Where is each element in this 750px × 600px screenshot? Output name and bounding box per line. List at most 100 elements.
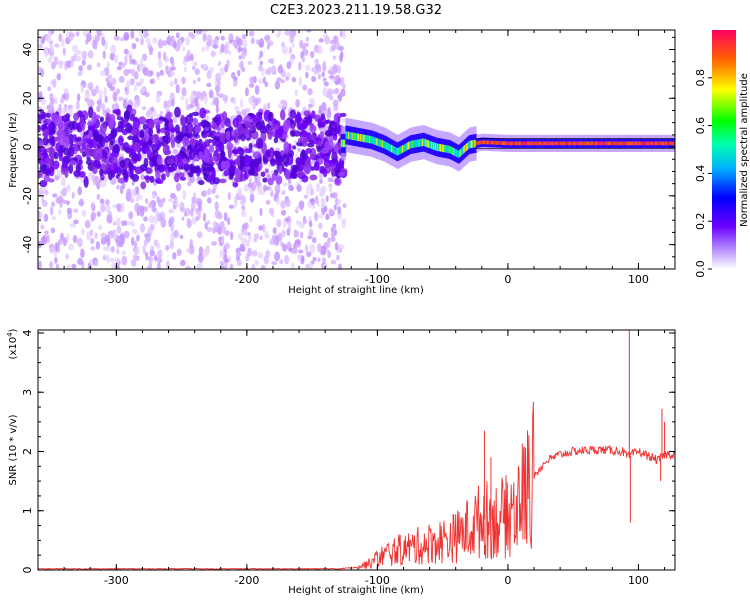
ridge-core bbox=[380, 139, 382, 147]
noise-speckle bbox=[170, 71, 176, 77]
ridge-core bbox=[467, 141, 470, 150]
noise-speckle bbox=[288, 247, 293, 252]
noise-speckle bbox=[270, 65, 277, 76]
ridge-core bbox=[648, 141, 651, 146]
noise-speckle bbox=[129, 220, 134, 226]
ridge-core bbox=[501, 141, 504, 145]
band-blob bbox=[81, 151, 87, 158]
noise-speckle bbox=[38, 260, 43, 269]
band-blob bbox=[198, 151, 204, 160]
noise-speckle bbox=[201, 46, 205, 53]
noise-speckle bbox=[119, 234, 123, 244]
noise-speckle bbox=[301, 55, 306, 63]
noise-speckle bbox=[328, 185, 333, 193]
noise-speckle bbox=[325, 213, 329, 221]
noise-speckle bbox=[337, 263, 343, 269]
noise-speckle bbox=[58, 59, 64, 70]
ridge-core bbox=[419, 139, 422, 147]
noise-speckle bbox=[60, 177, 66, 187]
ridge-core bbox=[370, 135, 372, 144]
noise-speckle bbox=[223, 44, 229, 55]
noise-speckle bbox=[330, 227, 335, 233]
noise-speckle bbox=[251, 250, 258, 257]
noise-speckle bbox=[70, 61, 74, 69]
noise-speckle bbox=[56, 73, 61, 81]
noise-speckle bbox=[71, 192, 75, 199]
noise-speckle bbox=[251, 263, 256, 269]
band-blob bbox=[47, 118, 52, 124]
x-tick-label: -100 bbox=[365, 574, 390, 587]
ridge-core bbox=[361, 134, 364, 142]
noise-speckle bbox=[261, 190, 265, 196]
ridge-core bbox=[426, 139, 429, 148]
noise-speckle bbox=[207, 188, 212, 196]
ridge-core bbox=[469, 140, 472, 149]
ridge-core bbox=[513, 141, 516, 146]
band-blob bbox=[41, 111, 47, 120]
ridge-core bbox=[598, 141, 601, 146]
band-blob bbox=[74, 137, 82, 142]
ridge-core bbox=[547, 141, 549, 146]
noise-speckle bbox=[186, 49, 191, 57]
band-blob bbox=[122, 169, 129, 180]
ridge-core bbox=[673, 141, 675, 146]
band-blob bbox=[73, 170, 81, 177]
noise-speckle bbox=[271, 261, 278, 266]
y-tick-label: -20 bbox=[21, 187, 34, 205]
band-blob bbox=[44, 168, 52, 176]
noise-speckle bbox=[161, 197, 166, 203]
noise-speckle bbox=[308, 261, 313, 269]
noise-speckle bbox=[281, 229, 286, 238]
band-blob bbox=[313, 161, 320, 171]
band-blob bbox=[69, 147, 75, 157]
snr-y-multiplier-base: (x10 bbox=[8, 337, 19, 360]
ridge-core bbox=[381, 140, 384, 148]
noise-speckle bbox=[257, 252, 264, 259]
noise-speckle bbox=[43, 213, 49, 222]
ridge-core bbox=[371, 136, 374, 144]
ridge-core bbox=[615, 141, 618, 146]
noise-speckle bbox=[140, 37, 145, 46]
band-blob bbox=[296, 158, 302, 166]
noise-speckle bbox=[277, 103, 283, 109]
ridge-core bbox=[425, 139, 428, 147]
ridge-core bbox=[476, 141, 478, 146]
noise-speckle bbox=[183, 55, 190, 62]
noise-speckle bbox=[198, 201, 202, 212]
band-blob bbox=[162, 144, 170, 156]
ridge-core bbox=[609, 141, 612, 146]
noise-speckle bbox=[236, 110, 242, 116]
band-blob bbox=[155, 169, 161, 180]
ridge-core bbox=[628, 141, 631, 146]
noise-speckle bbox=[66, 207, 72, 214]
band-blob bbox=[94, 114, 101, 120]
band-blob bbox=[45, 112, 51, 118]
ridge-core bbox=[494, 140, 496, 145]
ridge-core bbox=[626, 141, 629, 146]
noise-speckle bbox=[304, 244, 309, 253]
noise-speckle bbox=[51, 201, 55, 208]
noise-speckle bbox=[270, 57, 275, 65]
noise-speckle bbox=[48, 243, 54, 248]
noise-speckle bbox=[136, 97, 140, 106]
noise-speckle bbox=[181, 87, 187, 97]
noise-speckle bbox=[163, 51, 167, 61]
noise-speckle bbox=[291, 76, 297, 83]
band-blob bbox=[174, 124, 180, 134]
noise-speckle bbox=[309, 97, 313, 104]
ridge-core bbox=[623, 141, 625, 146]
ridge-core bbox=[452, 147, 454, 155]
band-blob bbox=[99, 116, 104, 123]
noise-speckle bbox=[54, 175, 60, 181]
ridge-core bbox=[540, 141, 542, 146]
band-blob bbox=[64, 166, 69, 178]
noise-speckle bbox=[241, 66, 246, 73]
ridge-core bbox=[593, 141, 596, 146]
noise-speckle bbox=[124, 55, 128, 66]
noise-speckle bbox=[109, 85, 116, 92]
noise-speckle bbox=[116, 65, 123, 71]
band-blob bbox=[197, 122, 204, 127]
ridge-core bbox=[610, 141, 612, 146]
noise-speckle bbox=[322, 263, 328, 269]
